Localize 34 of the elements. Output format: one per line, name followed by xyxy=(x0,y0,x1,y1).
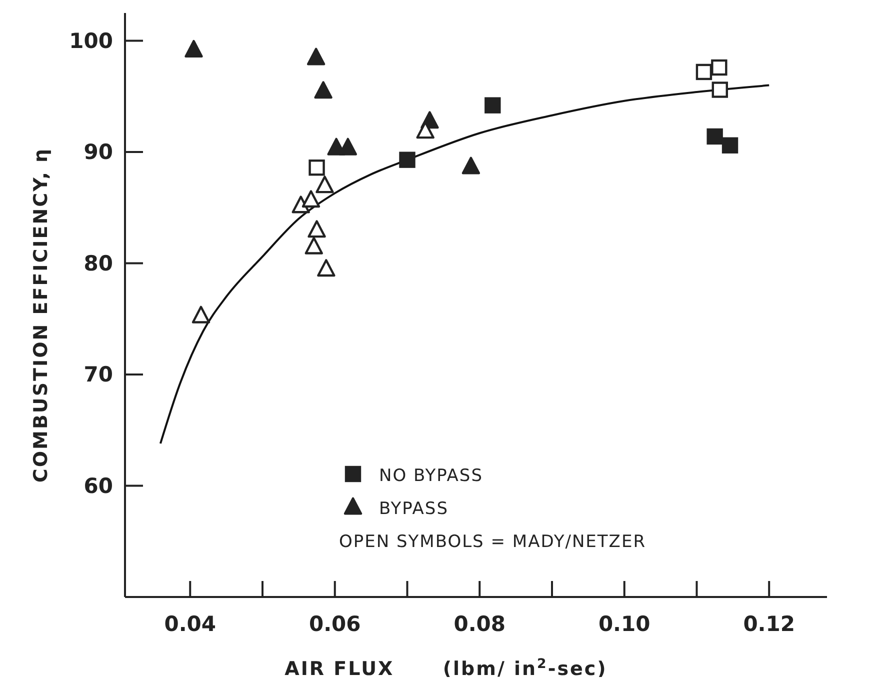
point xyxy=(308,220,326,238)
x-tick-label: 0.08 xyxy=(454,612,506,636)
y-tick-label: 70 xyxy=(84,362,113,387)
point xyxy=(399,152,416,168)
x-tick-label: 0.06 xyxy=(308,612,361,636)
point xyxy=(462,156,480,174)
x-tick-label: 0.10 xyxy=(598,612,650,636)
y-tick-label: 60 xyxy=(84,474,113,498)
y-axis-title: COMBUSTION EFFICIENCY, η xyxy=(30,147,52,483)
point xyxy=(317,259,336,277)
y-tick-label: 100 xyxy=(69,28,113,53)
point xyxy=(308,160,325,176)
line-series xyxy=(159,84,770,444)
legend-label: BYPASS xyxy=(379,499,448,519)
point xyxy=(711,59,728,76)
point xyxy=(306,48,326,66)
point xyxy=(722,137,738,154)
point xyxy=(316,176,334,194)
annotation: OPEN SYMBOLS = MADY/NETZER xyxy=(339,532,646,552)
point xyxy=(192,306,210,324)
point xyxy=(314,81,332,99)
point xyxy=(696,64,712,80)
y-tick-label: 90 xyxy=(84,140,113,164)
point xyxy=(712,82,728,98)
point xyxy=(184,40,203,58)
y-tick-label: 80 xyxy=(84,251,113,276)
point xyxy=(302,190,320,208)
point xyxy=(304,236,323,254)
point xyxy=(338,138,358,156)
point xyxy=(484,97,501,114)
x-tick-label: 0.12 xyxy=(743,612,796,636)
x-tick-label: 0.04 xyxy=(164,612,216,636)
legend-label: NO BYPASS xyxy=(379,466,483,486)
point xyxy=(706,128,723,145)
